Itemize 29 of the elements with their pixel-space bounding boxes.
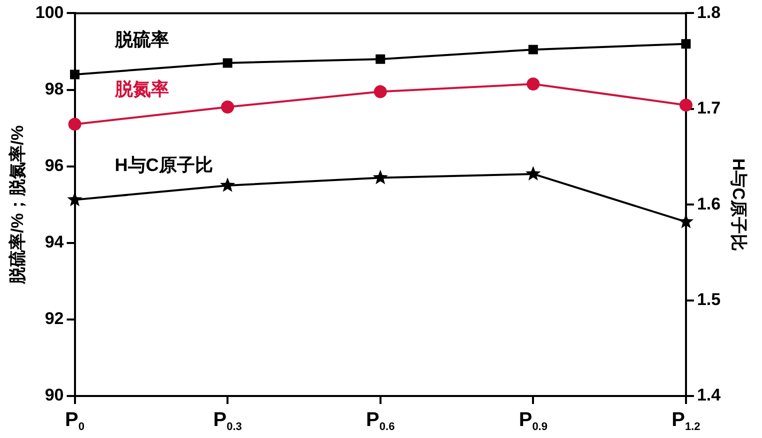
series-label: 脱硫率 <box>114 29 169 50</box>
series-label: H与C原子比 <box>114 154 213 175</box>
point <box>372 170 388 184</box>
point <box>68 118 82 131</box>
y2-tick-label: 1.8 <box>696 2 721 22</box>
y2-tick-label: 1.4 <box>696 386 722 405</box>
y-axis-title: 脱硫率/%；脱氮率/% <box>8 125 27 285</box>
point <box>526 78 540 91</box>
point <box>374 85 387 98</box>
point <box>70 70 80 80</box>
point <box>220 177 236 192</box>
point <box>222 58 232 68</box>
y-tick-label: 100 <box>35 2 64 22</box>
point <box>376 54 386 64</box>
y2-tick-label: 1.6 <box>696 194 721 214</box>
y-tick-label: 94 <box>44 232 64 252</box>
y-tick-label: 92 <box>44 309 64 328</box>
y-tick-label: 96 <box>44 156 64 176</box>
y2-tick-label: 1.7 <box>696 98 721 118</box>
y2-axis-title: H与C原子比 <box>729 158 748 251</box>
point <box>679 98 692 112</box>
point <box>681 39 691 49</box>
y-tick-label: 98 <box>44 79 64 98</box>
point <box>221 100 234 114</box>
series-label: 脱氮率 <box>114 79 169 100</box>
point <box>526 166 541 180</box>
point <box>528 44 538 54</box>
y2-tick-label: 1.5 <box>696 290 721 309</box>
y-tick-label: 90 <box>44 386 64 405</box>
